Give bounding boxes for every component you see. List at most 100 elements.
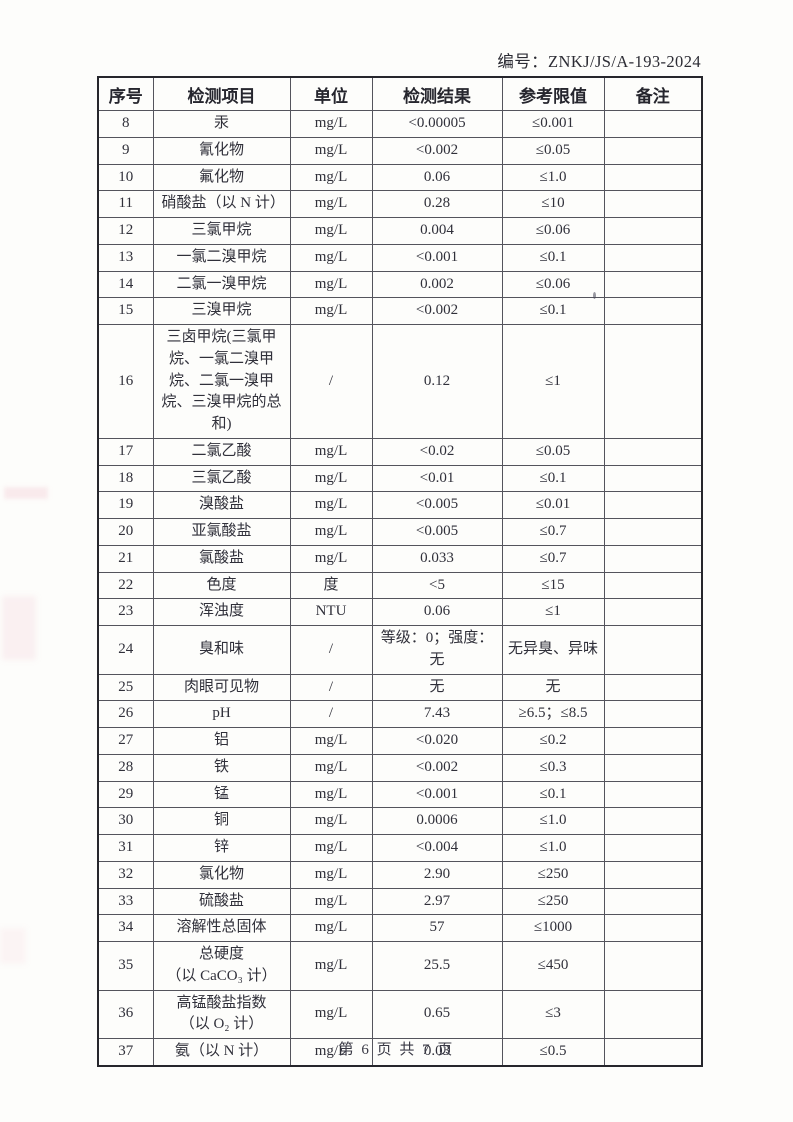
cell-item: 二氯乙酸 [152,437,291,466]
cell-unit: mg/L [289,437,373,466]
cell-no: 22 [97,571,154,600]
cell-limit: ≤10 [501,190,605,218]
cell-unit: mg/L [289,753,373,782]
cell-remark [603,297,703,325]
cell-result: <0.004 [371,834,503,862]
cell-item: 亚氯酸盐 [152,518,291,546]
cell-item: 硝酸盐（以 N 计） [152,190,291,218]
cell-limit: ≤0.3 [501,753,605,782]
cell-result: 0.033 [371,544,503,573]
cell-result: 0.06 [371,163,503,192]
cell-limit: ≤250 [501,860,605,889]
cell-limit: ≤3 [501,989,605,1039]
cell-limit: ≤0.06 [501,270,605,299]
cell-remark [603,700,703,728]
cell-no: 12 [97,217,154,245]
cell-result: <0.00005 [371,110,503,138]
cell-limit: ≤1000 [501,914,605,942]
cell-item: 总硬度 （以 CaCO₃ 计） [152,941,291,991]
cell-result: <0.02 [371,437,503,466]
cell-unit: mg/L [289,1037,373,1067]
table-row: 33 硫酸盐 mg/L 2.97 ≤250 [97,887,703,916]
cell-no: 16 [97,324,154,439]
cell-result: 2.97 [371,887,503,916]
cell-no: 19 [97,491,154,519]
column-header-unit: 单位 [289,76,373,111]
table-row: 13 一氯二溴甲烷 mg/L <0.001 ≤0.1 [97,243,703,272]
cell-remark [603,625,703,675]
cell-limit: ≤0.001 [501,110,605,138]
table-row: 30 铜 mg/L 0.0006 ≤1.0 [97,807,703,835]
cell-unit: mg/L [289,190,373,218]
table-row: 18 三氯乙酸 mg/L <0.01 ≤0.1 [97,464,703,493]
cell-unit: mg/L [289,989,373,1039]
cell-result: 0.06 [371,598,503,626]
cell-result: <0.020 [371,727,503,755]
cell-remark [603,753,703,782]
cell-limit: ≤1.0 [501,834,605,862]
cell-limit: ≤1 [501,324,605,439]
cell-remark [603,190,703,218]
cell-no: 15 [97,297,154,325]
cell-item: 氟化物 [152,163,291,192]
cell-remark [603,464,703,493]
table-row: 11 硝酸盐（以 N 计） mg/L 0.28 ≤10 [97,190,703,218]
cell-remark [603,887,703,916]
cell-item: 锰 [152,780,291,809]
table-row: 22 色度度 <5 ≤15 [97,571,703,600]
cell-result: <0.005 [371,518,503,546]
cell-remark [603,780,703,809]
cell-unit: / [289,625,373,675]
table-body: 8 汞 mg/L <0.00005 ≤0.001 9 氰化物 mg/L <0.002 ≤0.05 1… [97,110,703,1067]
stamp-bleed-artifact [0,928,26,964]
cell-remark [603,243,703,272]
table-row: 9 氰化物 mg/L <0.002 ≤0.05 [97,136,703,165]
cell-item: 二氯一溴甲烷 [152,270,291,299]
cell-limit: 无异臭、异味 [501,625,605,675]
cell-limit: ≤0.05 [501,437,605,466]
cell-unit: mg/L [289,270,373,299]
cell-remark [603,270,703,299]
cell-item: 氰化物 [152,136,291,165]
cell-unit: mg/L [289,217,373,245]
cell-unit: mg/L [289,914,373,942]
column-header-no: 序号 [97,76,154,111]
cell-item: 硫酸盐 [152,887,291,916]
table-row: 8 汞 mg/L <0.00005 ≤0.001 [97,110,703,138]
header-row: 序号 检测项目 单位 检测结果 参考限值 备注 [97,76,703,111]
test-results-table: 序号 检测项目 单位 检测结果 参考限值 备注 8 汞 mg/L <0.00005 ≤0.001 9… [97,76,703,1067]
cell-item: 一氯二溴甲烷 [152,243,291,272]
cell-result: <0.001 [371,780,503,809]
cell-limit: 无 [501,673,605,702]
table-row: 27 铝 mg/L <0.020 ≤0.2 [97,727,703,755]
column-header-item: 检测项目 [152,76,291,111]
cell-limit: ≤0.01 [501,491,605,519]
cell-limit: ≤1.0 [501,163,605,192]
cell-no: 36 [97,989,154,1039]
table-row: 36 高锰酸盐指数 （以 O₂ 计） mg/L 0.65 ≤3 [97,989,703,1039]
cell-item: 氨（以 N 计） [152,1037,291,1067]
table-row: 26 pH/7.43 ≥6.5；≤8.5 [97,700,703,728]
cell-result: 0.28 [371,190,503,218]
cell-limit: ≤0.5 [501,1037,605,1067]
cell-no: 14 [97,270,154,299]
cell-item: 高锰酸盐指数 （以 O₂ 计） [152,989,291,1039]
cell-item: 臭和味 [152,625,291,675]
cell-remark [603,673,703,702]
cell-item: 三氯乙酸 [152,464,291,493]
cell-unit: mg/L [289,834,373,862]
cell-no: 37 [97,1037,154,1067]
cell-remark [603,834,703,862]
cell-item: 浑浊度 [152,598,291,626]
table-row: 15 三溴甲烷 mg/L <0.002 ≤0.1 [97,297,703,325]
cell-unit: mg/L [289,163,373,192]
cell-item: 铜 [152,807,291,835]
cell-unit: / [289,700,373,728]
cell-item: 氯化物 [152,860,291,889]
cell-item: 铁 [152,753,291,782]
cell-result: <0.002 [371,753,503,782]
cell-no: 23 [97,598,154,626]
cell-item: 三溴甲烷 [152,297,291,325]
table-row: 37 氨（以 N 计） mg/L 0.03 ≤0.5 [97,1037,703,1067]
